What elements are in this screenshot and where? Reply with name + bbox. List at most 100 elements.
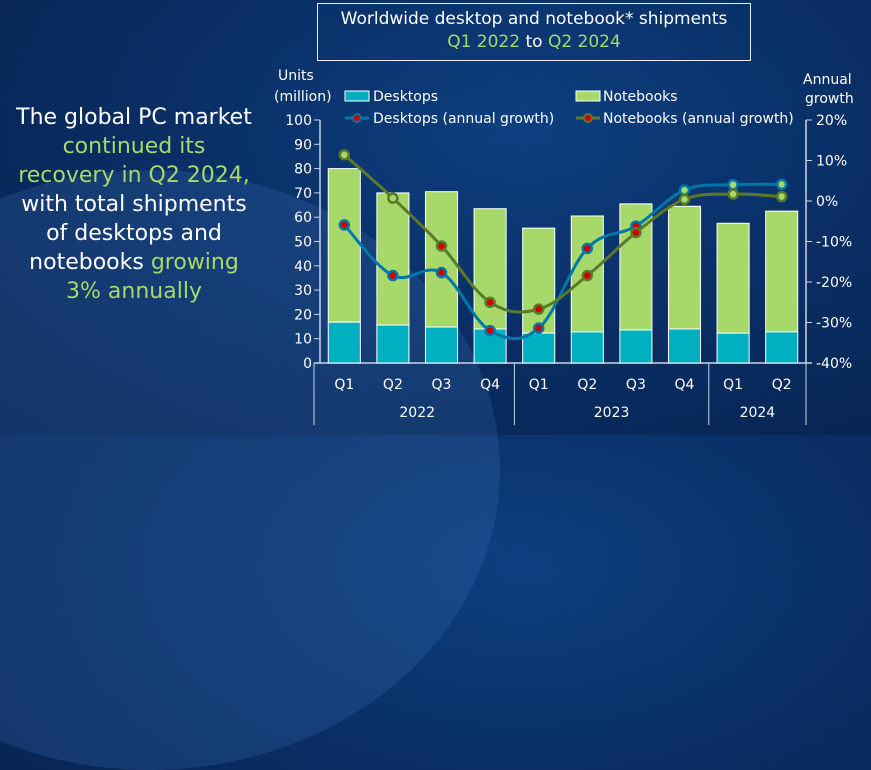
marker-notebooks-growth [532,303,545,315]
legend-marker-notebooks-growth [583,113,593,123]
x-tick-label: Q1 [723,377,743,393]
headline-text: The global PC market continued its recov… [0,103,268,306]
headline-line: notebooks growing [0,248,268,277]
left-tick-label: 90 [294,137,312,153]
right-tick-label: 0% [816,194,838,210]
chart-title-line2: Q1 2022 to Q2 2024 [318,31,750,54]
marker-notebooks-growth [484,296,496,308]
shipments-chart: Desktops Notebooks Desktops (annual grow… [274,68,854,425]
marker-desktops-growth [678,184,691,196]
x-group-label: 2023 [594,405,630,421]
bar-desktops [424,326,459,364]
x-group-label: 2022 [399,405,435,421]
line-series [338,149,788,341]
headline-line: The global PC market [16,105,252,130]
left-tick-label: 20 [294,307,312,323]
headline-line: continued its [62,134,206,159]
bar-series [327,168,799,364]
left-axis-title-line2: (million) [274,89,332,105]
headline-line: with total shipments [21,192,247,217]
bar-desktops [667,328,702,364]
left-tick-label: 100 [285,113,312,129]
x-tick-label: Q1 [334,377,354,393]
title-to: to [520,32,548,52]
legend-marker-desktops-growth [352,113,362,123]
bar-notebooks [327,168,361,323]
legend-swatch-desktops [344,90,370,102]
x-group-label: 2024 [740,405,776,421]
bar-notebooks [522,227,556,334]
bar-notebooks [473,208,507,330]
bar-notebooks [376,192,410,326]
marker-desktops-growth [435,266,448,279]
marker-desktops-growth [532,322,545,334]
left-axis-title-line1: Units [278,68,314,84]
x-tick-label: Q2 [577,377,597,393]
chart-legend: Desktops Notebooks Desktops (annual grow… [344,89,794,127]
left-tick-label: 80 [294,162,312,178]
bar-desktops [716,332,750,364]
marker-desktops-growth [775,178,788,191]
marker-notebooks-growth [435,240,448,252]
line-desktops-growth [343,182,782,341]
line-notebooks-growth [343,153,782,314]
title-start-period: Q1 2022 [447,32,521,52]
right-tick-label: -40% [816,356,852,372]
chart-title-line1: Worldwide desktop and notebook* shipment… [340,9,728,29]
headline-line: recovery in Q2 2024, [18,163,250,188]
bar-desktops [765,331,799,364]
right-tick-label: 20% [816,113,847,129]
x-tick-label: Q2 [383,377,403,393]
marker-notebooks-growth [581,269,594,282]
bar-desktops [619,329,653,364]
marker-notebooks-growth [387,192,399,204]
marker-desktops-growth [581,242,594,255]
chart-title-box: Worldwide desktop and notebook* shipment… [317,3,751,61]
right-tick-label: -20% [816,275,852,291]
bar-notebooks [716,222,750,334]
left-tick-label: 30 [294,283,312,299]
left-tick-label: 10 [294,332,312,348]
headline-fragment: growing [150,250,239,275]
x-axis-labels: Q1 Q2 Q3 Q4 Q1 Q2 Q3 Q4 Q1 Q2 2022 2023 2024 [313,363,807,425]
left-tick-label: 0 [303,356,312,372]
left-tick-label: 40 [294,259,312,275]
bar-notebooks [765,210,799,333]
legend-label-desktops: Desktops [373,89,438,105]
left-tick-label: 50 [294,235,312,251]
x-tick-label: Q4 [675,377,695,393]
marker-notebooks-growth [630,226,642,239]
headline-line: 3% annually [66,279,202,304]
x-tick-label: Q1 [529,377,549,393]
headline-fragment: notebooks [29,250,151,275]
legend-swatch-notebooks [575,90,601,102]
x-tick-label: Q4 [480,377,500,393]
legend-label-desktops-growth: Desktops (annual growth) [373,111,554,127]
left-tick-label: 60 [294,210,312,226]
marker-notebooks-growth [775,190,788,203]
headline-line: of desktops and [46,221,222,246]
legend-label-notebooks-growth: Notebooks (annual growth) [603,111,794,127]
marker-desktops-growth [338,219,351,231]
left-tick-label: 70 [294,186,312,202]
marker-desktops-growth [387,269,399,282]
marker-desktops-growth [727,179,739,191]
right-tick-label: -30% [816,316,852,332]
bar-desktops [327,321,361,364]
legend-label-notebooks: Notebooks [603,89,678,105]
title-end-period: Q2 2024 [547,32,621,52]
marker-notebooks-growth [678,193,691,206]
marker-notebooks-growth [727,188,739,200]
bar-desktops [376,324,410,364]
x-tick-label: Q3 [432,377,452,393]
marker-desktops-growth [484,324,496,337]
right-axis-title-line1: Annual [803,72,852,88]
bar-notebooks [667,205,702,330]
bar-desktops [570,331,604,364]
x-tick-label: Q2 [772,377,792,393]
right-tick-label: 10% [816,154,847,170]
right-tick-label: -10% [816,235,852,251]
x-tick-label: Q3 [626,377,646,393]
bar-desktops [522,332,556,364]
right-axis-title-line2: growth [805,91,854,107]
